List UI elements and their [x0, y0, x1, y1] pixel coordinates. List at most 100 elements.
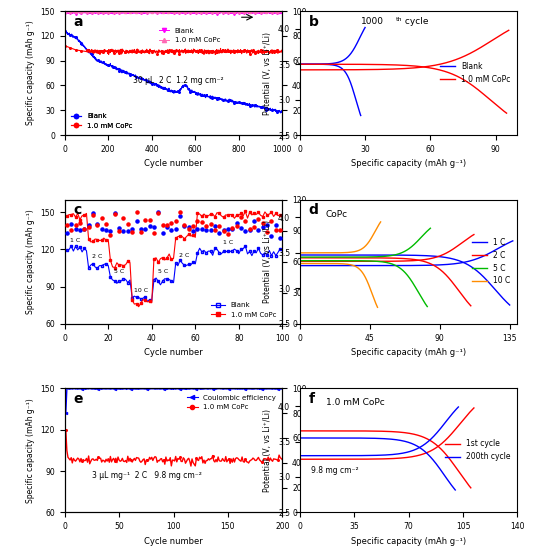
Point [267, 231, 276, 240]
Point [211, 226, 219, 235]
Point [110, 208, 119, 217]
Point [67, 220, 75, 229]
Point [158, 221, 167, 230]
Point [88, 210, 97, 219]
Point [102, 225, 110, 234]
Point [154, 208, 163, 217]
Point [171, 224, 180, 233]
Y-axis label: Coulombic efficiency (%): Coulombic efficiency (%) [310, 25, 319, 121]
Point [206, 220, 215, 229]
X-axis label: Cycle number: Cycle number [144, 348, 203, 357]
Point [145, 222, 154, 230]
Point [202, 222, 210, 230]
Text: e: e [73, 392, 83, 406]
Text: 30 μL  2 C  1.2 mg cm⁻²: 30 μL 2 C 1.2 mg cm⁻² [133, 76, 223, 85]
X-axis label: Cycle number: Cycle number [144, 537, 203, 545]
Point [98, 213, 106, 222]
Legend: 1st cycle, 200th cycle: 1st cycle, 200th cycle [441, 436, 514, 464]
Point [128, 225, 136, 234]
Point [154, 209, 163, 218]
Y-axis label: Coulombic efficiency (%): Coulombic efficiency (%) [310, 214, 319, 309]
Point [189, 226, 197, 235]
Point [84, 222, 93, 231]
Point [219, 227, 228, 236]
Point [123, 220, 132, 229]
Legend: Blank, 1.0 mM CoPc: Blank, 1.0 mM CoPc [156, 25, 223, 46]
Legend: 1 C, 2 C, 5 C, 10 C: 1 C, 2 C, 5 C, 10 C [469, 235, 514, 289]
Point [232, 219, 241, 228]
Text: CoPc: CoPc [326, 209, 348, 219]
Point [193, 217, 202, 226]
Text: f: f [308, 392, 314, 406]
Point [71, 224, 80, 233]
Point [150, 222, 158, 231]
Point [202, 225, 210, 234]
Point [250, 217, 258, 226]
Point [75, 225, 84, 234]
Point [123, 226, 132, 235]
Point [241, 227, 250, 236]
Point [141, 215, 149, 224]
Point [193, 224, 202, 233]
Point [224, 225, 232, 234]
Point [250, 223, 258, 232]
Legend: Blank, 1.0 mM CoPc: Blank, 1.0 mM CoPc [209, 299, 279, 320]
Y-axis label: Potential (V, vs Li⁺/Li): Potential (V, vs Li⁺/Li) [264, 31, 272, 115]
Point [141, 224, 149, 233]
Point [115, 223, 123, 232]
X-axis label: Cycle number: Cycle number [144, 159, 203, 169]
Point [88, 209, 97, 218]
Y-axis label: Specific capacity (mAh g⁻¹): Specific capacity (mAh g⁻¹) [26, 21, 35, 126]
Point [93, 219, 102, 228]
Text: 1 C: 1 C [223, 240, 233, 245]
Point [84, 220, 93, 229]
Point [263, 220, 272, 229]
Point [197, 218, 206, 227]
Point [132, 216, 141, 225]
Point [259, 219, 267, 228]
Point [215, 229, 224, 238]
Point [272, 221, 280, 230]
Point [132, 208, 141, 217]
Text: cycle: cycle [402, 17, 429, 26]
Text: 3 μL mg⁻¹  2 C   9.8 mg cm⁻²: 3 μL mg⁻¹ 2 C 9.8 mg cm⁻² [93, 471, 202, 480]
Point [232, 222, 241, 230]
Y-axis label: Potential (V, vs Li⁺/Li): Potential (V, vs Li⁺/Li) [264, 409, 272, 492]
Point [110, 209, 119, 218]
X-axis label: Specific capacity (mAh g⁻¹): Specific capacity (mAh g⁻¹) [351, 537, 466, 545]
Point [171, 217, 180, 225]
Point [98, 225, 106, 234]
Point [119, 227, 128, 236]
Point [215, 222, 224, 230]
Legend: Blank, 1.0 mM CoPc: Blank, 1.0 mM CoPc [68, 111, 135, 132]
Point [167, 226, 176, 235]
Text: 9.8 mg cm⁻²: 9.8 mg cm⁻² [310, 466, 358, 475]
Point [259, 223, 267, 232]
Text: a: a [73, 15, 83, 29]
Point [245, 224, 254, 233]
Point [189, 222, 197, 230]
Point [184, 223, 193, 231]
Point [93, 221, 102, 230]
Point [115, 227, 123, 236]
Point [276, 234, 285, 242]
Text: 5 C: 5 C [157, 269, 168, 274]
Point [254, 215, 262, 224]
Y-axis label: Specific capacity (mAh g⁻¹): Specific capacity (mAh g⁻¹) [26, 398, 35, 503]
Text: 2 C: 2 C [92, 254, 102, 259]
Point [254, 225, 262, 234]
Point [241, 217, 250, 225]
Point [106, 231, 115, 240]
Point [263, 227, 272, 236]
Point [75, 219, 84, 228]
Point [71, 220, 80, 229]
Text: 2 C: 2 C [179, 253, 190, 258]
Point [119, 213, 128, 222]
Point [163, 220, 171, 229]
Point [211, 221, 219, 230]
Point [228, 224, 237, 233]
Point [206, 225, 215, 234]
X-axis label: Specific capacity (mAh g⁻¹): Specific capacity (mAh g⁻¹) [351, 159, 466, 169]
Point [197, 225, 206, 234]
Point [237, 213, 245, 222]
